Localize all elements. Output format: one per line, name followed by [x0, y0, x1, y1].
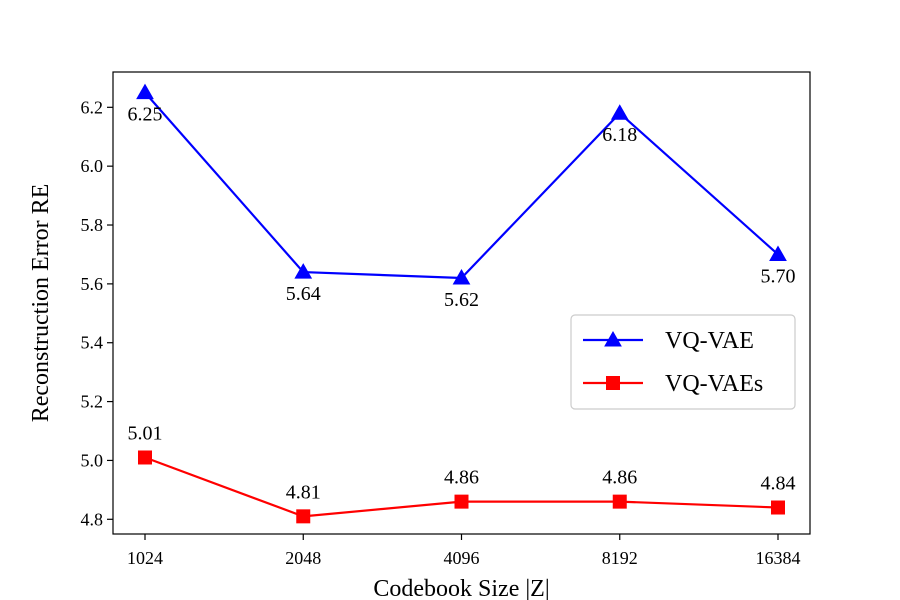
data-point: [452, 268, 471, 285]
series-line-1: [144, 91, 779, 280]
data-label: 4.81: [286, 481, 321, 503]
y-tick-label: 6.2: [81, 97, 104, 117]
legend-marker: [606, 376, 620, 390]
data-point: [610, 104, 629, 120]
y-tick-label: 4.8: [81, 509, 104, 529]
y-tick-label: 5.2: [81, 392, 104, 412]
legend: VQ-VAE VQ-VAEs: [570, 314, 796, 410]
data-label: 4.86: [444, 467, 479, 489]
data-label: 5.64: [286, 283, 321, 305]
plot-area: 1024 2048 4096 8192 16384 4.8 5.0 5.2 5.4 5.6 5.8 6…: [81, 71, 811, 568]
legend-label: VQ-VAE: [665, 328, 754, 354]
data-point: [136, 83, 154, 100]
data-point: [771, 500, 785, 515]
data-label: 4.84: [761, 473, 796, 495]
data-label: 5.70: [761, 265, 796, 287]
data-label: 4.86: [602, 467, 637, 489]
y-tick-label: 5.6: [81, 274, 104, 294]
x-tick-label: 8192: [602, 548, 638, 568]
x-tick-label: 4096: [444, 548, 480, 568]
y-tick-label: 5.8: [81, 215, 104, 235]
data-point: [296, 509, 311, 524]
data-point: [294, 263, 313, 279]
y-tick-label: 5.4: [81, 333, 104, 353]
x-axis-label: Codebook Size |Z|: [373, 576, 549, 600]
data-label: 6.25: [128, 104, 163, 126]
data-point: [612, 494, 627, 509]
y-tick-label: 5.0: [81, 450, 104, 470]
legend-box: [570, 314, 796, 410]
data-point: [454, 494, 469, 509]
x-tick-label: 16384: [756, 548, 801, 568]
data-label: 5.62: [444, 289, 479, 311]
legend-label: VQ-VAEs: [665, 371, 763, 397]
legend-marker: [604, 330, 622, 347]
data-point: [769, 245, 787, 261]
x-tick-label: 1024: [127, 548, 163, 568]
data-label: 5.01: [128, 422, 163, 444]
y-axis-label: Reconstruction Error RE: [28, 184, 54, 423]
y-tick-label: 6.0: [81, 156, 104, 176]
data-label: 6.18: [602, 124, 637, 146]
x-tick-label: 2048: [285, 548, 321, 568]
data-point: [138, 450, 152, 465]
